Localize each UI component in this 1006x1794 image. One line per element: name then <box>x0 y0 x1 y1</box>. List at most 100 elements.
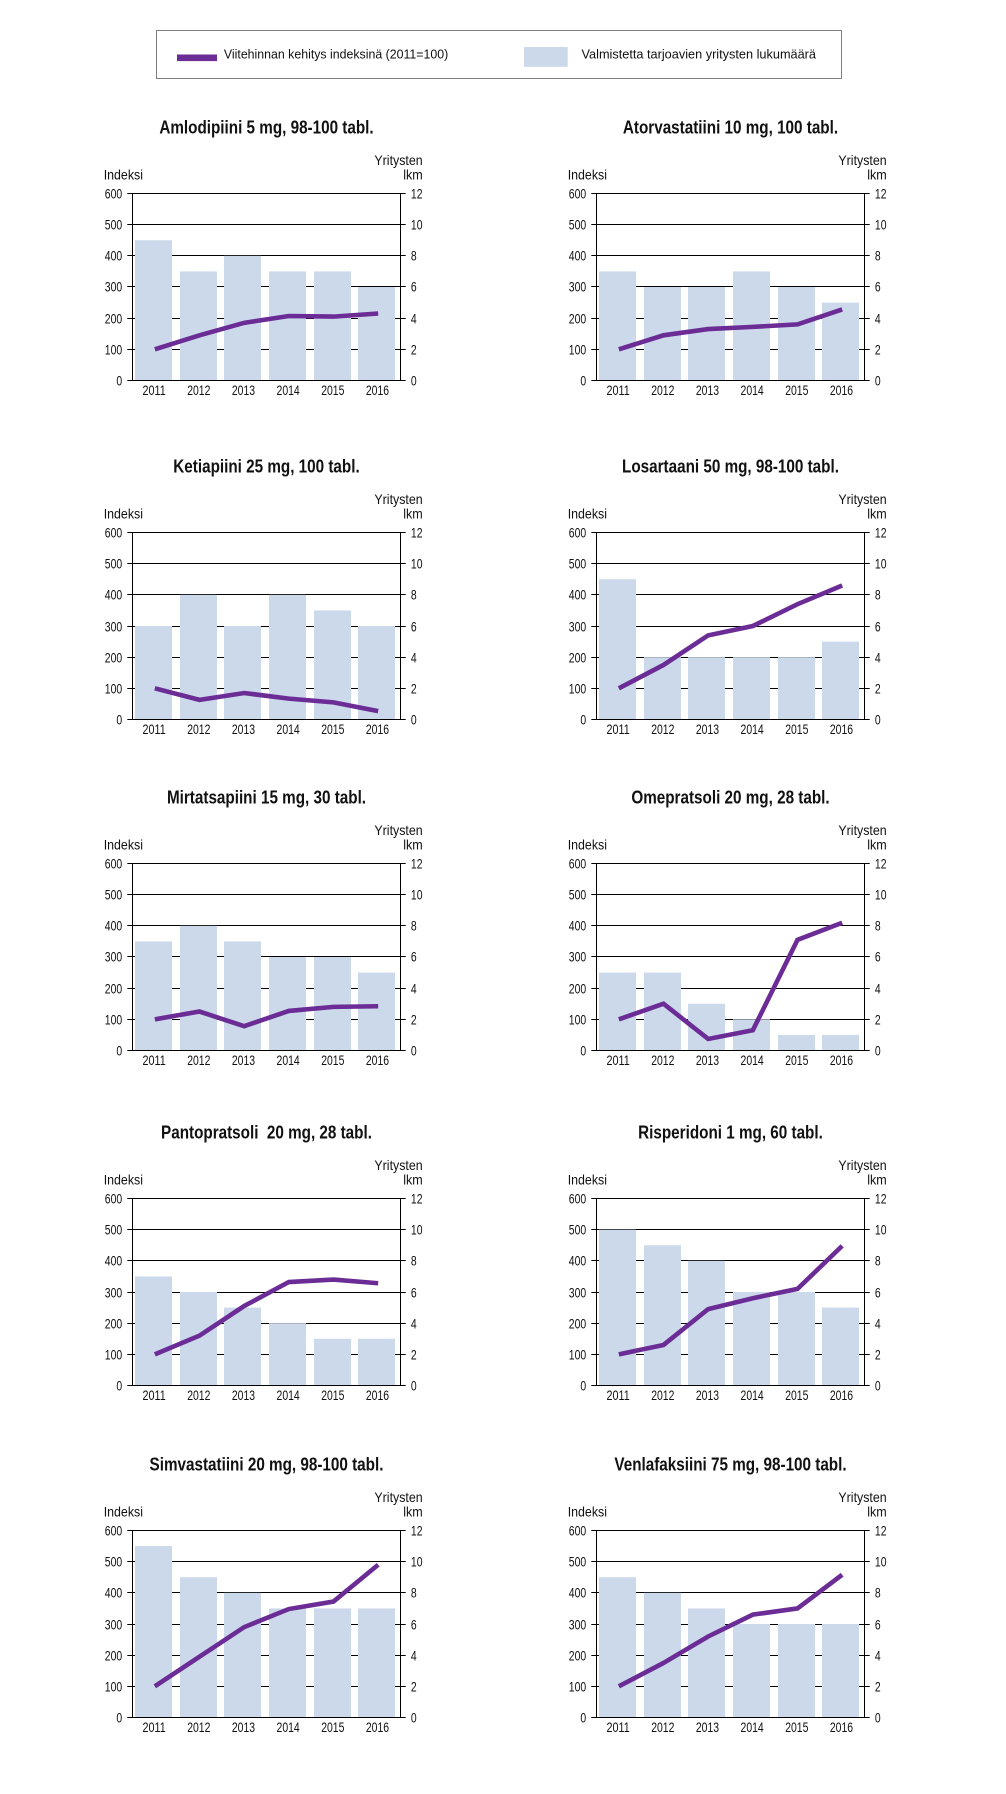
svg-text:2: 2 <box>875 1012 881 1028</box>
svg-text:10: 10 <box>411 217 423 233</box>
svg-text:400: 400 <box>105 1585 123 1601</box>
svg-text:600: 600 <box>105 186 123 202</box>
svg-text:2011: 2011 <box>607 721 630 737</box>
svg-text:0: 0 <box>875 712 881 728</box>
svg-text:500: 500 <box>569 556 587 572</box>
svg-text:500: 500 <box>105 217 123 233</box>
svg-text:2012: 2012 <box>651 1052 674 1068</box>
svg-text:300: 300 <box>105 619 123 635</box>
svg-text:100: 100 <box>105 342 123 358</box>
svg-text:2014: 2014 <box>277 1719 300 1735</box>
svg-text:2012: 2012 <box>187 1719 210 1735</box>
svg-text:4: 4 <box>875 1648 881 1664</box>
svg-text:500: 500 <box>105 1554 123 1570</box>
svg-text:400: 400 <box>569 248 587 264</box>
svg-text:0: 0 <box>580 373 586 389</box>
svg-text:2016: 2016 <box>366 1387 389 1403</box>
svg-text:6: 6 <box>411 619 417 635</box>
svg-text:Viitehinnan kehitys indeksinä: Viitehinnan kehitys indeksinä (2011=100) <box>224 47 448 62</box>
svg-text:12: 12 <box>411 856 423 872</box>
svg-text:lkm: lkm <box>867 1504 887 1520</box>
svg-text:2012: 2012 <box>651 382 674 398</box>
svg-text:lkm: lkm <box>403 837 423 853</box>
svg-text:12: 12 <box>875 525 887 541</box>
svg-text:2011: 2011 <box>607 1052 630 1068</box>
svg-text:300: 300 <box>569 619 587 635</box>
svg-text:6: 6 <box>875 949 881 965</box>
svg-text:6: 6 <box>875 619 881 635</box>
svg-text:400: 400 <box>105 918 123 934</box>
svg-text:12: 12 <box>411 525 423 541</box>
svg-text:0: 0 <box>116 373 122 389</box>
svg-text:300: 300 <box>569 949 587 965</box>
svg-text:10: 10 <box>411 1222 423 1238</box>
svg-text:200: 200 <box>105 1316 123 1332</box>
svg-text:0: 0 <box>116 1043 122 1059</box>
svg-text:8: 8 <box>875 918 881 934</box>
svg-text:0: 0 <box>580 1710 586 1726</box>
svg-text:10: 10 <box>875 887 887 903</box>
svg-text:12: 12 <box>875 1191 887 1207</box>
svg-text:400: 400 <box>569 1253 587 1269</box>
svg-text:Indeksi: Indeksi <box>104 1172 143 1188</box>
svg-text:12: 12 <box>875 1523 887 1539</box>
svg-text:200: 200 <box>569 311 587 327</box>
svg-text:Indeksi: Indeksi <box>104 837 143 853</box>
svg-text:lkm: lkm <box>867 167 887 183</box>
svg-text:2012: 2012 <box>651 721 674 737</box>
svg-text:300: 300 <box>105 1617 123 1633</box>
svg-text:Yritysten: Yritysten <box>838 1157 886 1173</box>
svg-text:100: 100 <box>569 681 587 697</box>
svg-text:6: 6 <box>875 279 881 295</box>
svg-text:12: 12 <box>411 1523 423 1539</box>
svg-text:0: 0 <box>411 1378 417 1394</box>
svg-text:2015: 2015 <box>321 1052 344 1068</box>
svg-text:Venlafaksiini 75 mg, 98-100 ta: Venlafaksiini 75 mg, 98-100 tabl. <box>614 1454 846 1474</box>
svg-text:2012: 2012 <box>187 1387 210 1403</box>
svg-text:2012: 2012 <box>651 1387 674 1403</box>
svg-text:12: 12 <box>411 186 423 202</box>
svg-text:500: 500 <box>569 1554 587 1570</box>
svg-text:2: 2 <box>875 1679 881 1695</box>
svg-text:8: 8 <box>411 587 417 603</box>
svg-text:2011: 2011 <box>607 382 630 398</box>
svg-text:Valmistetta tarjoavien yrityst: Valmistetta tarjoavien yritysten lukumää… <box>582 47 817 62</box>
svg-text:400: 400 <box>569 918 587 934</box>
svg-text:2012: 2012 <box>651 1719 674 1735</box>
svg-text:100: 100 <box>105 681 123 697</box>
svg-text:2016: 2016 <box>830 721 853 737</box>
svg-text:400: 400 <box>105 248 123 264</box>
svg-text:400: 400 <box>105 587 123 603</box>
svg-text:Omepratsoli 20 mg, 28 tabl.: Omepratsoli 20 mg, 28 tabl. <box>631 787 829 807</box>
svg-text:0: 0 <box>116 1378 122 1394</box>
svg-text:4: 4 <box>411 650 417 666</box>
svg-text:300: 300 <box>569 279 587 295</box>
svg-text:lkm: lkm <box>867 506 887 522</box>
svg-text:2015: 2015 <box>785 721 808 737</box>
svg-text:100: 100 <box>105 1012 123 1028</box>
svg-text:2016: 2016 <box>366 1719 389 1735</box>
svg-text:600: 600 <box>105 856 123 872</box>
svg-text:Indeksi: Indeksi <box>104 506 143 522</box>
svg-text:0: 0 <box>875 373 881 389</box>
svg-text:2: 2 <box>875 681 881 697</box>
svg-text:8: 8 <box>411 1585 417 1601</box>
svg-text:12: 12 <box>411 1191 423 1207</box>
svg-text:300: 300 <box>569 1285 587 1301</box>
svg-text:2015: 2015 <box>321 721 344 737</box>
svg-text:6: 6 <box>411 1285 417 1301</box>
svg-text:2016: 2016 <box>366 1052 389 1068</box>
svg-text:10: 10 <box>875 556 887 572</box>
svg-text:4: 4 <box>411 311 417 327</box>
svg-text:500: 500 <box>105 887 123 903</box>
svg-text:0: 0 <box>411 1710 417 1726</box>
svg-text:2014: 2014 <box>741 1052 764 1068</box>
svg-text:2011: 2011 <box>143 1387 166 1403</box>
svg-text:Yritysten: Yritysten <box>374 1489 422 1505</box>
svg-text:200: 200 <box>569 981 587 997</box>
svg-text:100: 100 <box>105 1347 123 1363</box>
svg-text:Atorvastatiini 10 mg, 100 tabl: Atorvastatiini 10 mg, 100 tabl. <box>623 117 838 137</box>
svg-text:600: 600 <box>569 1191 587 1207</box>
svg-text:2: 2 <box>411 1012 417 1028</box>
svg-text:2011: 2011 <box>143 721 166 737</box>
